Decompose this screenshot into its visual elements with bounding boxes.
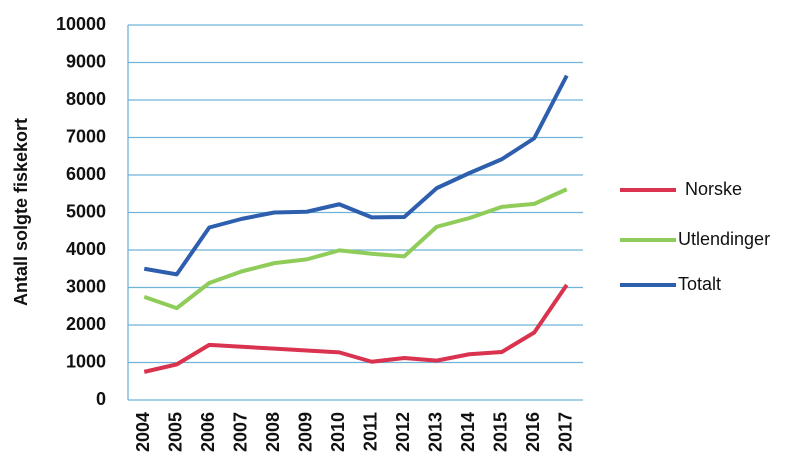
series-line [143,283,569,374]
y-tick-label: 5000 [66,201,106,221]
x-tick-label: 2005 [166,412,186,452]
y-tick-label: 2000 [66,314,106,334]
series-line [143,74,569,277]
y-tick-label: 0 [96,389,106,409]
y-tick-label: 3000 [66,276,106,296]
x-tick-label: 2014 [458,412,478,452]
x-tick-label: 2010 [328,412,348,452]
y-tick-label: 10000 [56,14,106,34]
x-tick-label: 2017 [556,412,576,452]
x-tick-label: 2009 [296,412,316,452]
x-tick-label: 2007 [231,412,251,452]
y-tick-label: 7000 [66,126,106,146]
y-tick-label: 6000 [66,164,106,184]
y-axis-title: Antall solgte fiskekort [11,118,31,306]
x-tick-label: 2016 [523,412,543,452]
y-tick-label: 4000 [66,239,106,259]
x-tick-label: 2006 [198,412,218,452]
series-line [143,187,568,311]
x-tick-label: 2004 [133,412,153,452]
legend-label: Utlendinger [678,229,770,249]
x-tick-label: 2012 [393,412,413,452]
x-tick-label: 2013 [426,412,446,452]
y-tick-label: 1000 [66,351,106,371]
x-tick-label: 2015 [491,412,511,452]
x-tick-label: 2011 [361,412,381,451]
legend-label: Norske [685,179,742,199]
y-tick-label: 8000 [66,89,106,109]
y-tick-label: 9000 [66,51,106,71]
legend-label: Totalt [678,274,721,294]
x-tick-label: 2008 [263,412,283,452]
